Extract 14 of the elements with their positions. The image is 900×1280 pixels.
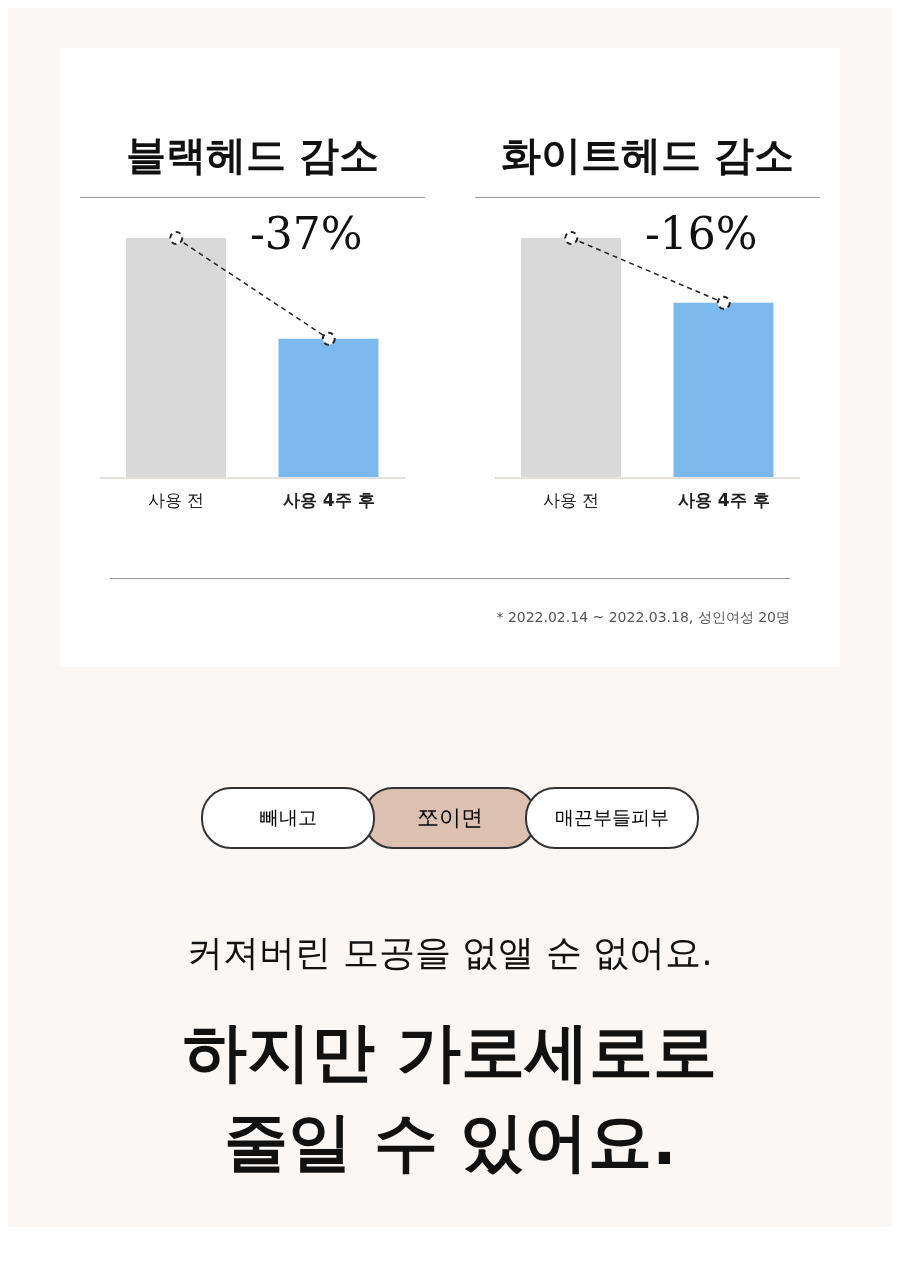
- chart-title: 화이트헤드 감소: [475, 128, 820, 198]
- text: 매끈부들피부: [525, 787, 699, 849]
- chart-title: 블랙헤드 감소: [80, 128, 425, 198]
- x-tick-label: 사용 전: [148, 490, 205, 510]
- x-tick-label: 사용 4주 후: [677, 490, 770, 510]
- text: * 2022.02.14 ~ 2022.03.18, 성인여성 20명: [495, 609, 790, 627]
- annotation: -37%: [250, 208, 363, 259]
- x-tick-label: 사용 전: [543, 490, 600, 510]
- text: 커져버린 모공을 없앨 순 없어요.: [186, 931, 714, 975]
- text: 쪼이면: [363, 787, 537, 849]
- x-tick-label: 사용 4주 후: [282, 490, 375, 510]
- annotation: -16%: [645, 208, 758, 259]
- text: 하지만 가로세로로 줄일 수 있어요.: [181, 1014, 719, 1181]
- text: 빼내고: [201, 787, 375, 849]
